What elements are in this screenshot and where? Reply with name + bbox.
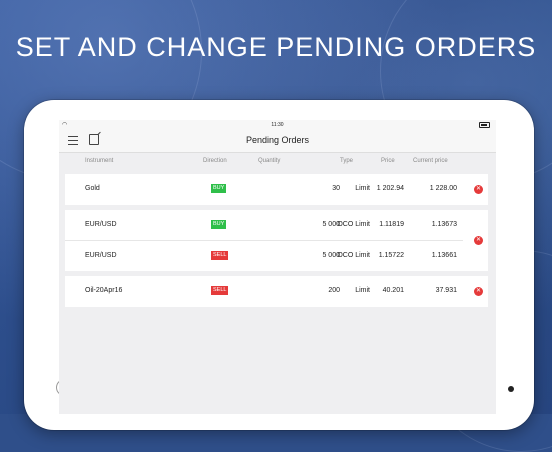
order-instrument: Oil-20Apr16: [85, 287, 123, 294]
order-instrument: EUR/USD: [85, 221, 117, 228]
col-quantity: Quantity: [258, 158, 281, 164]
app-screen: ◠ 11:30 Pending Orders Instrument Direct…: [59, 120, 496, 414]
col-current-price: Current price: [413, 158, 448, 164]
table-row[interactable]: EUR/USD BUY 5 000 OCO Limit 1.11819 1.13…: [65, 210, 488, 240]
col-type: Type: [340, 158, 354, 164]
new-order-icon[interactable]: [89, 134, 99, 145]
table-row[interactable]: EUR/USD SELL 5 000 OCO Limit 1.15722 1.1…: [65, 241, 488, 271]
order-instrument: EUR/USD: [85, 252, 117, 259]
order-price: 1.15722: [378, 252, 404, 259]
camera: [508, 386, 514, 392]
col-instrument: Instrument: [85, 158, 114, 164]
headline: SET AND CHANGE PENDING ORDERS: [15, 32, 537, 62]
wifi-icon: ◠: [62, 122, 68, 128]
order-current-price: 37.931: [435, 287, 457, 294]
order-type: Limit: [355, 287, 370, 294]
order-card-oco: EUR/USD BUY 5 000 OCO Limit 1.11819 1.13…: [65, 210, 488, 271]
order-price: 1.11819: [379, 221, 404, 228]
status-time: 11:30: [271, 122, 284, 128]
menu-icon[interactable]: [68, 136, 78, 145]
order-type: Limit: [355, 185, 370, 192]
order-quantity: 200: [328, 287, 340, 294]
col-price: Price: [381, 158, 395, 164]
battery-icon: [479, 122, 490, 128]
nav-bar: Pending Orders: [59, 130, 496, 153]
table-row[interactable]: Oil-20Apr16 SELL 200 Limit 40.201 37.931: [65, 276, 488, 306]
table-row[interactable]: Gold BUY 30 Limit 1 202.94 1 228.00: [65, 174, 488, 204]
row-divider: [65, 240, 463, 241]
direction-badge: SELL: [211, 251, 229, 260]
order-instrument: Gold: [85, 185, 100, 192]
order-card-oil: Oil-20Apr16 SELL 200 Limit 40.201 37.931…: [65, 276, 488, 307]
page-title: Pending Orders: [245, 135, 310, 145]
direction-badge: BUY: [211, 220, 227, 229]
order-price: 1 202.94: [376, 185, 404, 192]
order-current-price: 1.13673: [431, 221, 457, 228]
direction-badge: BUY: [211, 184, 227, 193]
status-bar: ◠ 11:30: [59, 120, 496, 130]
delete-order-button[interactable]: ✕: [474, 287, 483, 296]
order-type: OCO Limit: [337, 221, 370, 228]
order-quantity: 30: [332, 185, 340, 192]
direction-badge: SELL: [211, 286, 229, 295]
col-direction: Direction: [203, 158, 227, 164]
order-current-price: 1 228.00: [429, 185, 457, 192]
order-current-price: 1.13661: [431, 252, 457, 259]
order-card-gold: Gold BUY 30 Limit 1 202.94 1 228.00 ✕: [65, 174, 488, 205]
order-quantity: 5 000: [322, 221, 340, 228]
order-price: 40.201: [382, 287, 404, 294]
order-type: OCO Limit: [337, 252, 370, 259]
delete-order-button[interactable]: ✕: [474, 185, 483, 194]
delete-order-button[interactable]: ✕: [474, 236, 483, 245]
order-quantity: 5 000: [322, 252, 340, 259]
